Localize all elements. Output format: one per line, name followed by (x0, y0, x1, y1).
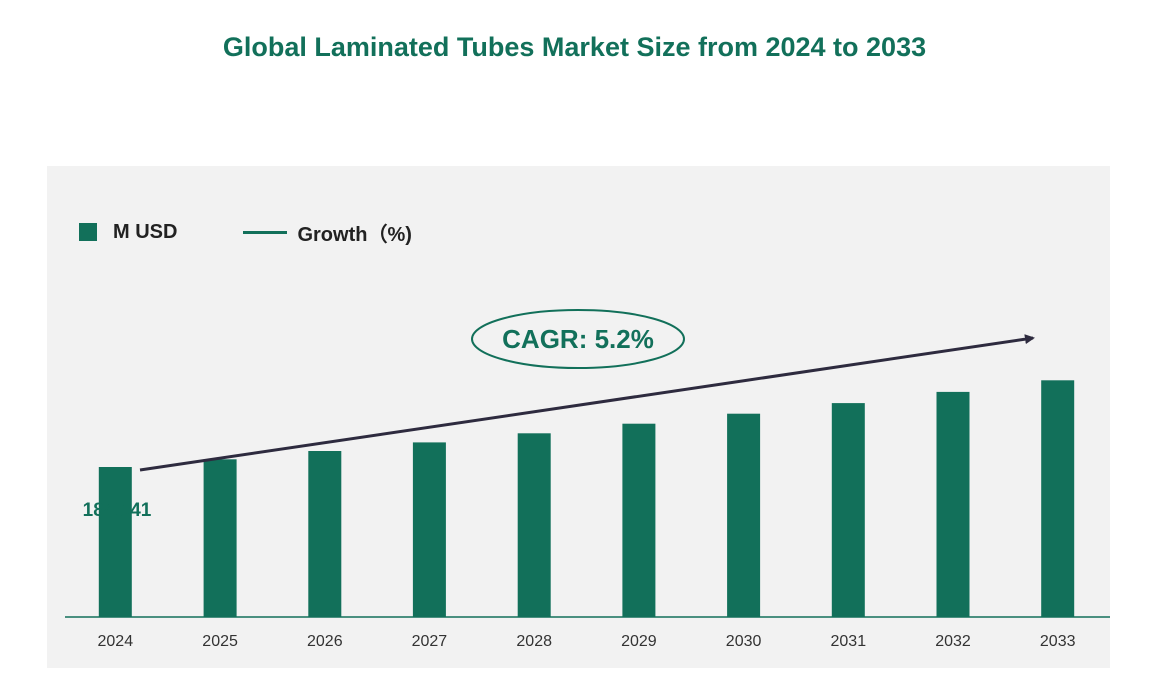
x-tick-label-2032: 2032 (935, 633, 971, 650)
x-tick-label-2033: 2033 (1040, 633, 1076, 650)
x-tick-label-2026: 2026 (307, 633, 343, 650)
x-tick-labels: 2024 2025 2026 2027 2028 2029 2030 2031 2032 2033 (98, 633, 1076, 650)
legend-bar-label: M USD (113, 220, 178, 243)
bar-2025 (203, 459, 237, 617)
bar-2032 (936, 391, 970, 617)
bars-layer (98, 380, 1075, 617)
x-tick-label-2030: 2030 (726, 633, 762, 650)
chart-title: Global Laminated Tubes Market Size from … (222, 32, 927, 62)
legend: M USD Growth（%) (79, 218, 412, 246)
x-tick-label-2024: 2024 (98, 633, 134, 650)
bar-2029 (622, 423, 656, 617)
x-tick-label-2029: 2029 (621, 633, 657, 650)
bar-2028 (517, 433, 551, 617)
bar-2026 (308, 451, 342, 617)
trend-arrow (139, 334, 1035, 472)
cagr-ellipse (471, 309, 685, 369)
bar-2030 (727, 413, 761, 617)
legend-bar-swatch (79, 223, 97, 241)
data-label-2024: 1840.41 (83, 500, 152, 521)
bar-2027 (412, 442, 446, 617)
bar-2031 (831, 403, 865, 617)
x-tick-label-2031: 2031 (831, 633, 867, 650)
cagr-label: CAGR: 5.2% (502, 324, 654, 354)
legend-line-swatch (243, 230, 288, 234)
bar-2033 (1041, 380, 1075, 617)
x-tick-label-2025: 2025 (202, 633, 238, 650)
x-tick-label-2028: 2028 (516, 633, 552, 650)
x-tick-label-2027: 2027 (412, 633, 448, 650)
legend-line-label: Growth（%) (297, 223, 412, 246)
bar-2024 (98, 467, 132, 617)
